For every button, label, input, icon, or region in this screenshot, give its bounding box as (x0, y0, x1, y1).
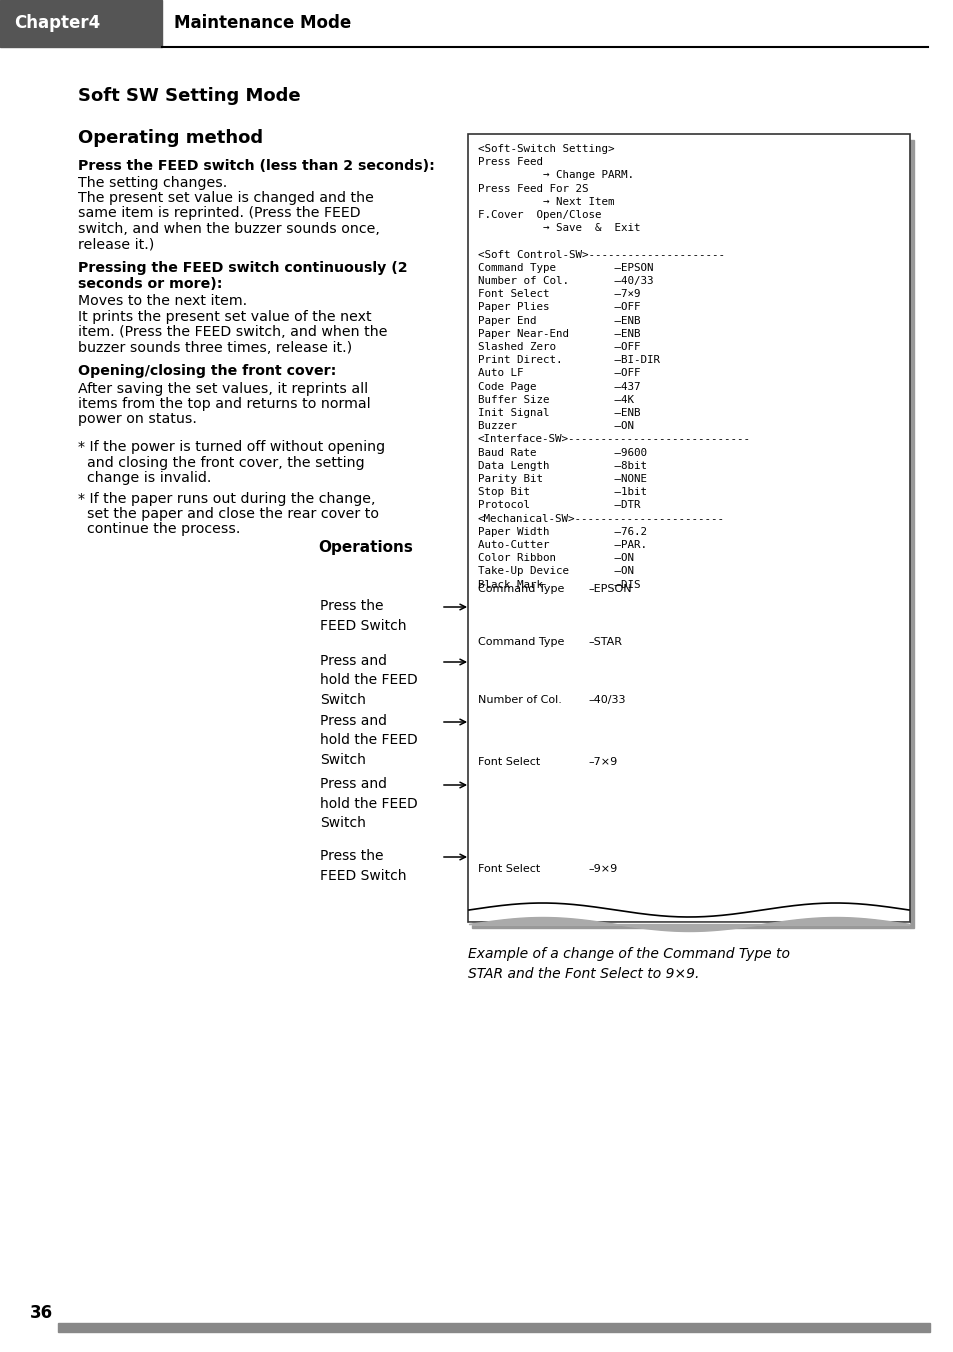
Text: Paper Plies          –OFF: Paper Plies –OFF (477, 303, 639, 312)
Text: → Next Item: → Next Item (477, 197, 614, 207)
Text: Black Mark           –DIS: Black Mark –DIS (477, 580, 639, 589)
Text: Press Feed For 2S: Press Feed For 2S (477, 184, 588, 193)
Text: and closing the front cover, the setting: and closing the front cover, the setting (78, 456, 364, 469)
Text: Auto-Cutter          –PAR.: Auto-Cutter –PAR. (477, 539, 646, 550)
Text: –STAR: –STAR (587, 637, 621, 648)
Text: Press and
hold the FEED
Switch: Press and hold the FEED Switch (319, 714, 417, 767)
Text: Press the FEED switch (less than 2 seconds):: Press the FEED switch (less than 2 secon… (78, 160, 435, 173)
Text: buzzer sounds three times, release it.): buzzer sounds three times, release it.) (78, 341, 352, 354)
Text: Buffer Size          –4K: Buffer Size –4K (477, 395, 634, 404)
Text: Operating method: Operating method (78, 128, 263, 147)
Bar (468, 134, 909, 922)
Text: After saving the set values, it reprints all: After saving the set values, it reprints… (78, 381, 368, 396)
Text: * If the paper runs out during the change,: * If the paper runs out during the chang… (78, 492, 375, 506)
Text: The setting changes.: The setting changes. (78, 176, 227, 189)
Text: It prints the present set value of the next: It prints the present set value of the n… (78, 310, 372, 323)
Text: Paper Near-End       –ENB: Paper Near-End –ENB (477, 329, 639, 339)
Text: –9×9: –9×9 (587, 864, 617, 873)
Text: Command Type: Command Type (477, 637, 564, 648)
Text: Press Feed: Press Feed (477, 157, 542, 168)
Text: <Soft-Switch Setting>: <Soft-Switch Setting> (477, 145, 614, 154)
Text: Baud Rate            –9600: Baud Rate –9600 (477, 448, 646, 457)
Text: Paper End            –ENB: Paper End –ENB (477, 315, 639, 326)
Text: Command Type         –EPSON: Command Type –EPSON (477, 262, 653, 273)
Text: Press the
FEED Switch: Press the FEED Switch (319, 849, 406, 883)
Text: item. (Press the FEED switch, and when the: item. (Press the FEED switch, and when t… (78, 324, 387, 339)
Text: items from the top and returns to normal: items from the top and returns to normal (78, 397, 370, 411)
Text: Number of Col.       –40/33: Number of Col. –40/33 (477, 276, 653, 287)
Text: <Mechanical-SW>-----------------------: <Mechanical-SW>----------------------- (477, 514, 724, 523)
Text: Maintenance Mode: Maintenance Mode (173, 14, 351, 32)
Text: Soft SW Setting Mode: Soft SW Setting Mode (78, 87, 300, 105)
Text: Operations: Operations (317, 539, 413, 556)
Text: Code Page            –437: Code Page –437 (477, 381, 639, 392)
Text: Pressing the FEED switch continuously (2: Pressing the FEED switch continuously (2 (78, 261, 407, 274)
Text: –7×9: –7×9 (587, 757, 617, 767)
Bar (472, 141, 913, 927)
Text: change is invalid.: change is invalid. (78, 470, 212, 485)
Text: → Change PARM.: → Change PARM. (477, 170, 634, 180)
Text: Slashed Zero         –OFF: Slashed Zero –OFF (477, 342, 639, 352)
Text: set the paper and close the rear cover to: set the paper and close the rear cover t… (78, 507, 378, 521)
Text: <Interface-SW>----------------------------: <Interface-SW>--------------------------… (477, 434, 750, 445)
Text: Stop Bit             –1bit: Stop Bit –1bit (477, 487, 646, 498)
Text: Chapter4: Chapter4 (14, 14, 100, 32)
Text: seconds or more):: seconds or more): (78, 277, 222, 291)
Text: Auto LF              –OFF: Auto LF –OFF (477, 368, 639, 379)
Text: Color Ribbon         –ON: Color Ribbon –ON (477, 553, 634, 564)
Text: continue the process.: continue the process. (78, 522, 240, 537)
Text: Font Select          –7×9: Font Select –7×9 (477, 289, 639, 299)
Text: * If the power is turned off without opening: * If the power is turned off without ope… (78, 439, 385, 454)
Text: power on status.: power on status. (78, 412, 196, 426)
Text: Paper Width          –76.2: Paper Width –76.2 (477, 527, 646, 537)
Text: Data Length          –8bit: Data Length –8bit (477, 461, 646, 470)
Text: Press and
hold the FEED
Switch: Press and hold the FEED Switch (319, 777, 417, 830)
Text: Moves to the next item.: Moves to the next item. (78, 293, 247, 308)
Text: Parity Bit           –NONE: Parity Bit –NONE (477, 475, 646, 484)
Text: Font Select: Font Select (477, 757, 539, 767)
Text: Init Signal          –ENB: Init Signal –ENB (477, 408, 639, 418)
Text: The present set value is changed and the: The present set value is changed and the (78, 191, 374, 206)
Text: Opening/closing the front cover:: Opening/closing the front cover: (78, 364, 336, 379)
Text: –40/33: –40/33 (587, 695, 625, 704)
Text: Protocol             –DTR: Protocol –DTR (477, 500, 639, 511)
Bar (58, 1324, 929, 1332)
Text: Press the
FEED Switch: Press the FEED Switch (319, 599, 406, 633)
Bar (0, 0, 162, 47)
Text: → Save  &  Exit: → Save & Exit (477, 223, 639, 233)
Text: Number of Col.: Number of Col. (477, 695, 561, 704)
Text: Buzzer               –ON: Buzzer –ON (477, 422, 634, 431)
Text: Take-Up Device       –ON: Take-Up Device –ON (477, 566, 634, 576)
Text: release it.): release it.) (78, 238, 154, 251)
Text: Print Direct.        –BI-DIR: Print Direct. –BI-DIR (477, 356, 659, 365)
Text: switch, and when the buzzer sounds once,: switch, and when the buzzer sounds once, (78, 222, 379, 237)
Text: Font Select: Font Select (477, 864, 539, 873)
Text: Command Type: Command Type (477, 584, 564, 594)
Text: –EPSON: –EPSON (587, 584, 631, 594)
Text: same item is reprinted. (Press the FEED: same item is reprinted. (Press the FEED (78, 207, 360, 220)
Text: F.Cover  Open/Close: F.Cover Open/Close (477, 210, 601, 220)
Text: Example of a change of the Command Type to
STAR and the Font Select to 9×9.: Example of a change of the Command Type … (468, 946, 789, 980)
Text: Press and
hold the FEED
Switch: Press and hold the FEED Switch (319, 654, 417, 707)
Text: 36: 36 (30, 1303, 53, 1322)
Text: <Soft Control-SW>---------------------: <Soft Control-SW>--------------------- (477, 250, 724, 260)
